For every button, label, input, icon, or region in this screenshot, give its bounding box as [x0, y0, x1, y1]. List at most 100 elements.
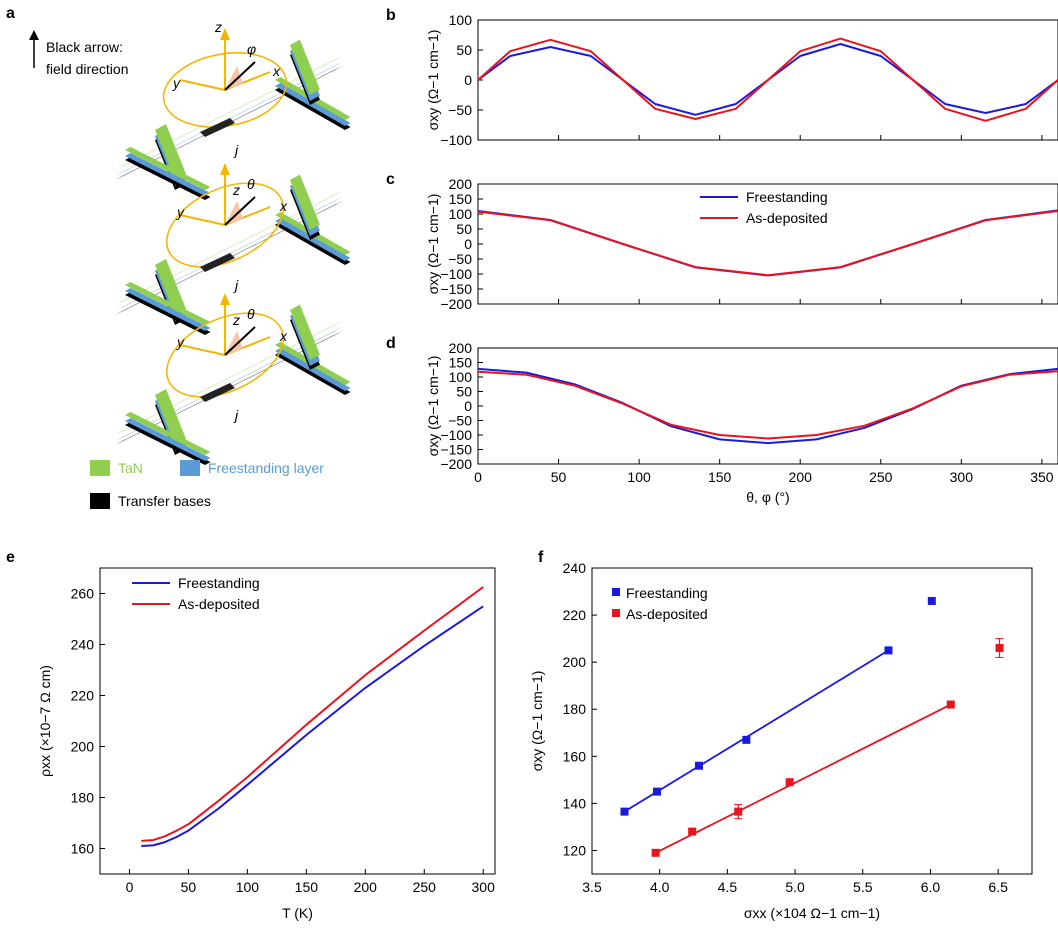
layer: [290, 39, 320, 95]
y-axis-label: σxy (Ω−1 cm−1): [425, 356, 441, 457]
axis-label-x: x: [279, 328, 288, 344]
layer: [155, 389, 186, 445]
x-tick-label: 6.5: [988, 879, 1008, 895]
rotation-plane-ellipse: [162, 52, 288, 128]
data-point: [884, 646, 893, 655]
y-axis-label: σxy (Ω−1 cm−1): [425, 30, 441, 131]
y-tick-label: 260: [71, 586, 95, 602]
data-point: [995, 644, 1004, 653]
y-tick-label: 50: [456, 221, 472, 237]
plot-frame: [99, 567, 496, 875]
y-tick-label: 160: [71, 841, 95, 857]
x-tick-label: 100: [627, 469, 651, 485]
angle-wedge: [225, 66, 243, 90]
y-tick-label: 50: [456, 384, 472, 400]
y-tick-label: 180: [71, 790, 95, 806]
layer: [290, 304, 320, 360]
angle-wedge: [225, 201, 243, 225]
y-tick-label: −50: [448, 102, 472, 118]
axis-label-y: y: [176, 334, 185, 350]
current-arrow-icon: [200, 118, 235, 137]
x-tick-label: 3.5: [582, 879, 602, 895]
axis-label-z: z: [232, 312, 240, 328]
y-tick-label: 0: [464, 236, 472, 252]
data-point: [620, 807, 629, 816]
y-tick-label: −200: [440, 296, 472, 312]
field-arrow: [224, 61, 256, 91]
z-arrow-icon: [220, 293, 230, 305]
legend-marker: [612, 609, 620, 617]
layer: [125, 292, 211, 335]
y-tick-label: −50: [448, 413, 472, 429]
current-arrow-icon: [200, 383, 235, 402]
panel-letter-a: a: [6, 5, 15, 22]
rotation-plane-ellipse: [165, 182, 285, 268]
y-tick-label: −100: [440, 427, 472, 443]
plot-frame: [477, 347, 1058, 465]
panel-letter-f: f: [538, 549, 544, 566]
x-tick-label: 150: [708, 469, 732, 485]
x-tick-label: 0: [474, 469, 482, 485]
panel-letter-c: c: [386, 171, 395, 188]
angle-label: θ: [247, 176, 255, 192]
layer: [125, 157, 211, 200]
axis-label-x: x: [272, 63, 281, 79]
y-tick-label: 0: [464, 72, 472, 88]
field-arrow: [224, 326, 256, 356]
fit-line-as-deposited: [655, 703, 952, 854]
series-line-freestanding: [477, 367, 1058, 445]
layer: [155, 124, 186, 180]
data-point: [652, 787, 661, 796]
x-axis-label: θ, φ (°): [746, 489, 789, 505]
angle-label: θ: [247, 306, 255, 322]
x-axis-label: σxx (×104 Ω−1 cm−1): [744, 905, 880, 921]
x-tick-label: 0: [126, 879, 134, 895]
x-tick-label: 300: [950, 469, 974, 485]
transfer-bases-swatch: [90, 493, 110, 509]
y-tick-label: 100: [449, 206, 473, 222]
axis-label-z: z: [214, 19, 222, 35]
angle-label: φ: [247, 41, 256, 57]
axis-label-y: y: [172, 75, 181, 91]
fit-line-freestanding: [624, 649, 889, 813]
x-tick-label: 5.0: [785, 879, 805, 895]
layer: [125, 153, 211, 196]
y-tick-label: 200: [563, 654, 587, 670]
arrow-note-line1: Black arrow:: [46, 39, 123, 55]
y-tick-label: 240: [563, 560, 587, 576]
legend-label: Freestanding: [746, 189, 828, 205]
y-tick-label: −150: [440, 442, 472, 458]
x-tick-label: 50: [551, 469, 567, 485]
y-tick-label: 220: [71, 688, 95, 704]
data-point: [927, 596, 936, 605]
layer: [290, 174, 320, 230]
legend-label: As-deposited: [746, 210, 828, 226]
freestanding-swatch: [180, 460, 200, 476]
current-label: j: [233, 407, 239, 423]
y-tick-label: 100: [449, 12, 473, 28]
y-tick-label: 0: [464, 398, 472, 414]
axis-label-x: x: [279, 198, 288, 214]
x-tick-label: 5.5: [853, 879, 873, 895]
y-tick-label: −100: [440, 132, 472, 148]
y-axis: [179, 79, 226, 91]
current-arrow-icon: [200, 253, 235, 272]
series-line-freestanding: [141, 605, 484, 847]
y-axis-label: ρxx (×10−7 Ω cm): [37, 665, 53, 777]
y-tick-label: 180: [563, 701, 587, 717]
panel-letter-d: d: [386, 335, 396, 352]
current-label: j: [233, 277, 239, 293]
x-tick-label: 100: [236, 879, 260, 895]
x-axis-label: T (K): [282, 905, 313, 921]
x-tick-label: 4.0: [650, 879, 670, 895]
chart-f: 120 140 160 180 200 220 240 3.5 4.0 4.5 5.0 5.5 6.0 6…: [529, 560, 1033, 921]
layer: [275, 83, 351, 126]
layer: [125, 422, 211, 465]
y-tick-label: 240: [71, 637, 95, 653]
y-axis-label: σxy (Ω−1 cm−1): [529, 671, 545, 772]
legend-label: As-deposited: [626, 606, 708, 622]
angle-wedge: [225, 331, 243, 355]
series-line-as-deposited: [477, 370, 1058, 440]
